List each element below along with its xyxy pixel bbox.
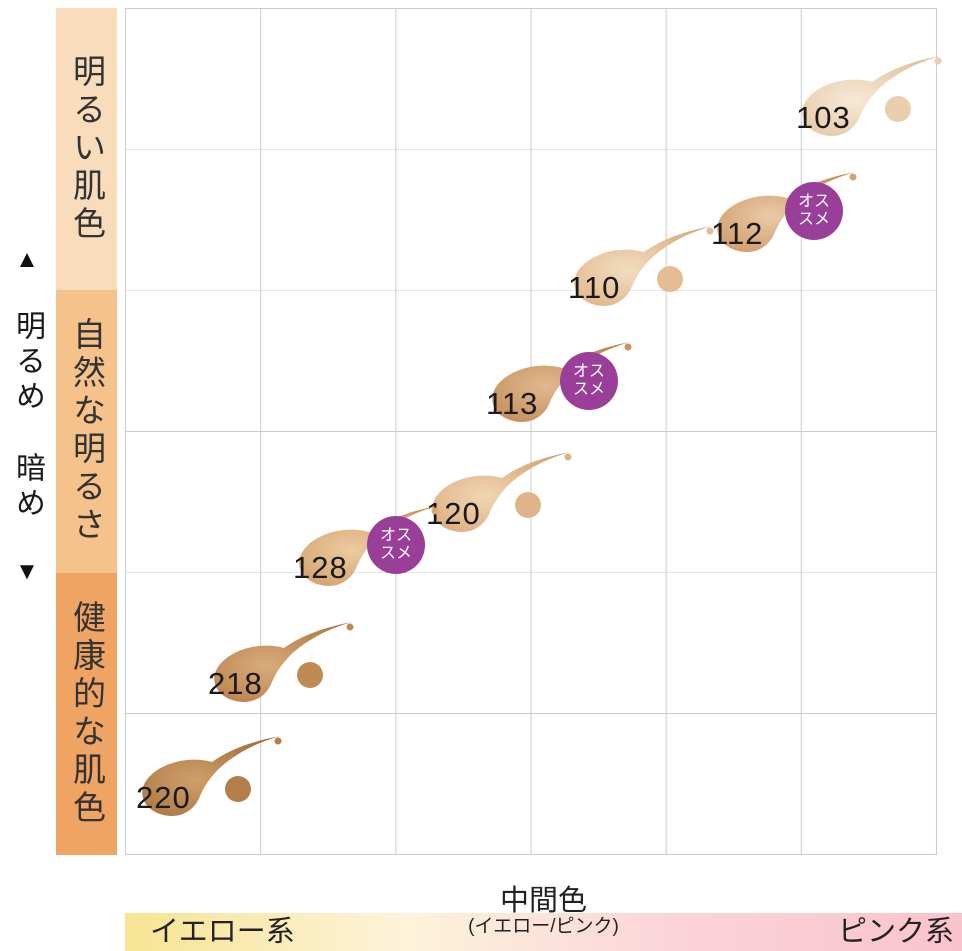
band-label-bright: 明るい肌色 [68,54,106,245]
plot-area: 103 オス スメ 112 110 [125,8,942,855]
band-bright-skin: 明るい肌色 [56,8,117,291]
axis-label-neutral: 中間色 (イエロー/ピンク) [468,886,619,938]
shade-swatch-220: 220 [128,732,293,827]
axis-label-neutral-main: 中間色 [499,885,587,917]
band-natural-brightness: 自然な明るさ [56,290,117,573]
recommended-badge: オス スメ [560,352,618,410]
smear-speck [564,453,572,461]
foundation-smear [142,736,282,816]
smear-speck [624,343,632,351]
shade-dot [885,96,911,122]
band-healthy-skin: 健康的な肌色 [56,572,117,855]
shade-swatch-110: 110 [560,222,725,317]
smear-speck [934,57,942,65]
smear-speck [431,507,439,515]
recommended-badge: オス スメ [367,516,425,574]
shade-dot [657,266,683,292]
axis-label-yellow: イエロー系 [150,916,295,948]
shade-number: 128 [293,550,348,585]
shade-swatch-112: オス スメ 112 [703,168,868,263]
smear-speck [346,623,354,631]
shade-number: 220 [136,780,191,815]
shade-swatch-218: 218 [200,618,365,713]
undertone-axis: イエロー系 中間色 (イエロー/ピンク) ピンク系 [125,886,962,951]
shade-swatch-103: 103 [788,52,953,147]
shade-swatch-128: オス スメ 128 [285,502,450,597]
smear-speck [274,737,282,745]
shade-number: 110 [568,270,621,305]
shade-number: 103 [796,100,851,135]
brightness-axis: ▲ 明るめ 暗め ▼ [2,248,52,584]
arrow-up-icon: ▲ [15,246,39,273]
shade-number: 112 [711,216,764,251]
axis-label-neutral-sub: (イエロー/ピンク) [468,916,619,938]
shade-number: 218 [208,666,263,701]
foundation-smear [802,56,942,136]
smear-speck [706,227,714,235]
band-label-natural: 自然な明るさ [68,317,106,546]
skin-tone-bands: 明るい肌色 自然な明るさ 健康的な肌色 [56,8,117,855]
shade-swatch-113: オス スメ 113 [478,338,643,433]
foundation-smear [214,622,354,702]
foundation-smear [432,452,572,532]
foundation-smear [574,226,714,306]
recommended-badge: オス スメ [785,182,843,240]
shade-dot [515,492,541,518]
axis-label-brighter: 明るめ [11,309,44,415]
shade-dot [297,662,323,688]
band-label-healthy: 健康的な肌色 [68,599,106,828]
shade-dot [225,776,251,802]
axis-label-pink: ピンク系 [837,916,954,948]
arrow-down-icon: ▼ [15,557,39,585]
smear-speck [849,173,857,181]
axis-label-darker: 暗め [11,452,44,523]
shade-number: 113 [486,386,539,421]
